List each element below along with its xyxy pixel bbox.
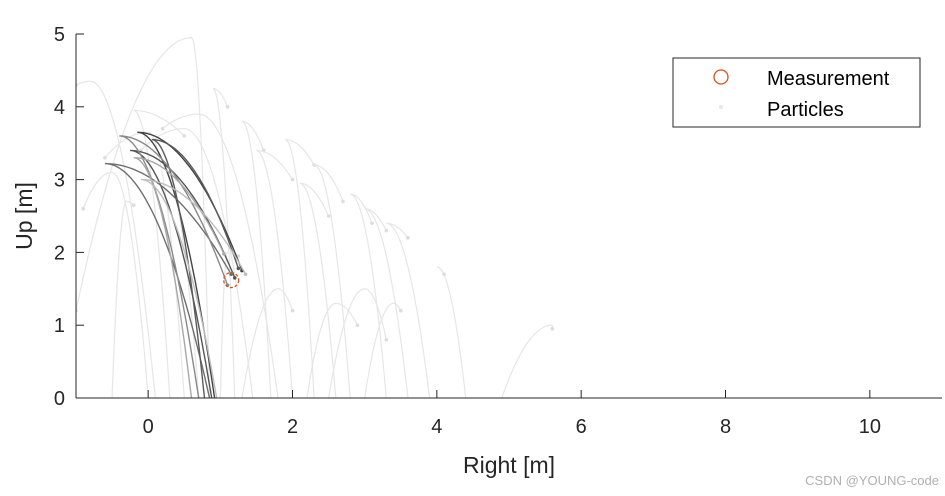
x-ticks: 0 2 4 6 8 10 <box>143 390 881 438</box>
particle-trajectory <box>76 80 156 398</box>
legend: Measurement Particles <box>672 57 921 128</box>
legend-particles-label: Particles <box>767 99 844 121</box>
particle-point <box>182 134 187 138</box>
particle-trajectory <box>256 149 294 398</box>
particle-trajectory <box>76 36 211 398</box>
particle-point <box>384 337 389 342</box>
x-tick-label: 8 <box>720 416 731 438</box>
particle-trajectory <box>111 200 135 398</box>
y-tick-label: 5 <box>54 24 65 46</box>
x-tick-label: 4 <box>431 416 442 438</box>
y-tick-label: 0 <box>54 388 65 410</box>
particle-point <box>398 308 403 313</box>
x-tick-label: 2 <box>287 416 298 438</box>
particle-trajectory <box>299 182 337 398</box>
particle-trajectory <box>386 222 431 398</box>
highlighted-particle-point <box>243 272 248 277</box>
particle-point <box>406 236 410 240</box>
particle-point <box>103 155 107 160</box>
legend-measurement-label: Measurement <box>767 68 890 90</box>
y-tick-label: 1 <box>54 315 65 337</box>
x-tick-label: 10 <box>859 416 881 438</box>
particle-trajectory <box>364 208 409 398</box>
highlighted-trajectory <box>140 178 247 398</box>
particle-trajectory <box>313 164 351 398</box>
particle-point <box>370 221 374 226</box>
particle-point <box>341 199 345 204</box>
highlighted-trajectory <box>151 138 240 398</box>
legend-particles-marker <box>719 105 723 109</box>
y-ticks: 0 1 2 3 4 5 <box>54 24 84 410</box>
particle-point <box>326 214 331 218</box>
particle-trajectory <box>501 324 553 398</box>
particle-trajectory <box>241 288 294 398</box>
particle-trajectory <box>306 302 358 398</box>
particle-point <box>225 105 230 109</box>
particle-point <box>384 228 389 233</box>
particle-trajectory <box>162 113 279 398</box>
particle-trajectories <box>76 36 555 398</box>
watermark-text: CSDN @YOUNG-code <box>805 473 939 488</box>
particle-trajectory <box>436 266 467 398</box>
particle-point <box>355 323 360 328</box>
particle-trajectory <box>212 88 236 398</box>
highlighted-trajectory <box>133 157 225 398</box>
particle-trajectory <box>133 109 185 398</box>
particle-point <box>81 206 86 211</box>
highlighted-particle-point <box>222 252 226 256</box>
measurement-marker <box>223 271 240 289</box>
particle-point <box>131 203 136 207</box>
particle-trajectory <box>285 139 315 398</box>
particle-trajectory <box>350 193 387 398</box>
particle-trajectory <box>328 288 387 398</box>
particle-point <box>160 126 165 131</box>
highlighted-trajectory <box>130 149 236 398</box>
highlighted-trajectory <box>137 131 243 398</box>
highlighted-particle-point <box>232 276 237 280</box>
x-axis-label: Right [m] <box>463 452 555 478</box>
x-tick-label: 6 <box>576 416 587 438</box>
y-axis-label: Up [m] <box>11 182 37 250</box>
y-tick-label: 3 <box>54 170 65 192</box>
particle-trajectory <box>364 302 402 398</box>
legend-measurement-marker <box>713 69 729 85</box>
legend-box <box>672 57 921 128</box>
axes: 0 2 4 6 8 10 0 1 2 3 4 5 <box>54 24 942 438</box>
x-tick-label: 0 <box>143 416 154 438</box>
particle-point <box>290 177 295 182</box>
particle-point <box>550 327 555 331</box>
y-tick-label: 2 <box>54 242 65 264</box>
measurement-layer <box>223 271 240 289</box>
particle-point <box>290 308 295 313</box>
particle-trajectory <box>82 171 149 398</box>
highlighted-trajectory <box>104 162 232 398</box>
particle-trajectory <box>241 120 272 398</box>
highlighted-particle-point <box>229 272 233 277</box>
y-tick-label: 4 <box>54 97 65 119</box>
highlighted-particle-point <box>236 266 241 271</box>
particle-point <box>442 272 446 277</box>
highlighted-trajectories <box>104 131 248 398</box>
